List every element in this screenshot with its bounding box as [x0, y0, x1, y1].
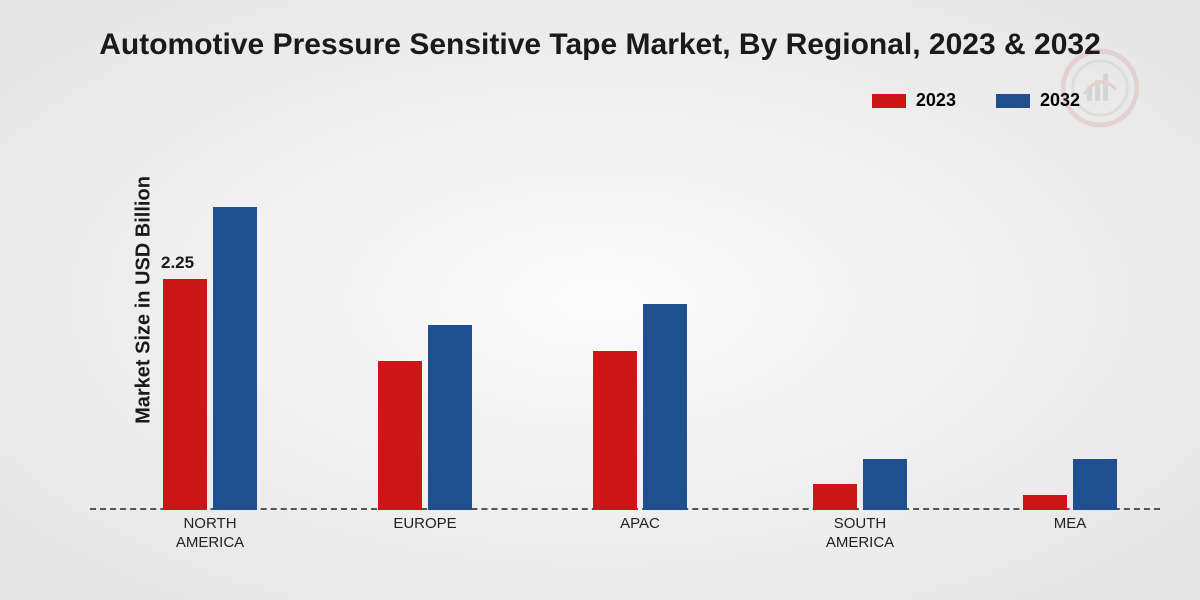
legend-item-2032: 2032	[996, 90, 1080, 111]
xlabel-south-america: SOUTH AMERICA	[800, 515, 920, 553]
bar-2032-europe	[428, 325, 472, 510]
legend-label-2023: 2023	[916, 90, 956, 111]
bar-group-north-america: 2.25	[163, 150, 257, 510]
x-axis-labels: NORTH AMERICA EUROPE APAC SOUTH AMERICA …	[90, 515, 1160, 575]
legend-swatch-2023	[872, 94, 906, 108]
bar-2032-apac	[643, 304, 687, 510]
bar-group-mea	[1023, 150, 1117, 510]
bar-2032-south-america	[863, 459, 907, 510]
bar-group-europe	[378, 150, 472, 510]
bar-2032-north-america	[213, 207, 257, 510]
xlabel-apac: APAC	[580, 515, 700, 534]
bar-group-south-america	[813, 150, 907, 510]
xlabel-north-america: NORTH AMERICA	[150, 515, 270, 553]
legend: 2023 2032	[872, 90, 1080, 111]
xlabel-mea: MEA	[1010, 515, 1130, 534]
bar-2023-south-america	[813, 484, 857, 510]
xlabel-europe: EUROPE	[365, 515, 485, 534]
legend-label-2032: 2032	[1040, 90, 1080, 111]
bar-2023-mea	[1023, 495, 1067, 510]
plot-area: 2.25	[90, 150, 1160, 510]
bar-2023-europe	[378, 361, 422, 510]
legend-item-2023: 2023	[872, 90, 956, 111]
chart-title: Automotive Pressure Sensitive Tape Marke…	[0, 28, 1200, 62]
bar-group-apac	[593, 150, 687, 510]
chart-container: Automotive Pressure Sensitive Tape Marke…	[0, 0, 1200, 600]
data-label-north-america-2023: 2.25	[161, 253, 194, 273]
bar-2032-mea	[1073, 459, 1117, 510]
bar-2023-north-america	[163, 279, 207, 510]
legend-swatch-2032	[996, 94, 1030, 108]
bar-2023-apac	[593, 351, 637, 510]
